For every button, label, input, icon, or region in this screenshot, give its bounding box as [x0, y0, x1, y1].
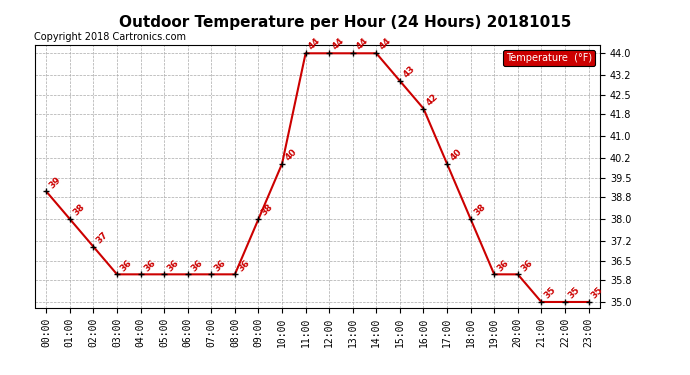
Text: Outdoor Temperature per Hour (24 Hours) 20181015: Outdoor Temperature per Hour (24 Hours) …	[119, 15, 571, 30]
Text: 44: 44	[354, 36, 370, 52]
Text: 43: 43	[402, 64, 417, 80]
Text: 36: 36	[166, 258, 181, 273]
Text: 44: 44	[377, 36, 393, 52]
Text: 40: 40	[284, 147, 299, 162]
Text: 36: 36	[189, 258, 204, 273]
Text: 44: 44	[307, 36, 322, 52]
Text: Copyright 2018 Cartronics.com: Copyright 2018 Cartronics.com	[34, 32, 186, 42]
Text: 39: 39	[48, 175, 63, 190]
Text: 36: 36	[142, 258, 157, 273]
Text: 36: 36	[519, 258, 534, 273]
Text: 36: 36	[213, 258, 228, 273]
Text: 40: 40	[448, 147, 464, 162]
Text: 36: 36	[495, 258, 511, 273]
Text: 35: 35	[543, 285, 558, 301]
Text: 36: 36	[119, 258, 134, 273]
Text: 35: 35	[566, 285, 582, 301]
Text: 35: 35	[590, 285, 605, 301]
Text: 38: 38	[472, 202, 487, 218]
Text: 38: 38	[260, 202, 275, 218]
Text: 36: 36	[236, 258, 251, 273]
Legend: Temperature  (°F): Temperature (°F)	[504, 50, 595, 66]
Text: 37: 37	[95, 230, 110, 245]
Text: 38: 38	[71, 202, 86, 218]
Text: 44: 44	[331, 36, 346, 52]
Text: 42: 42	[425, 92, 440, 107]
